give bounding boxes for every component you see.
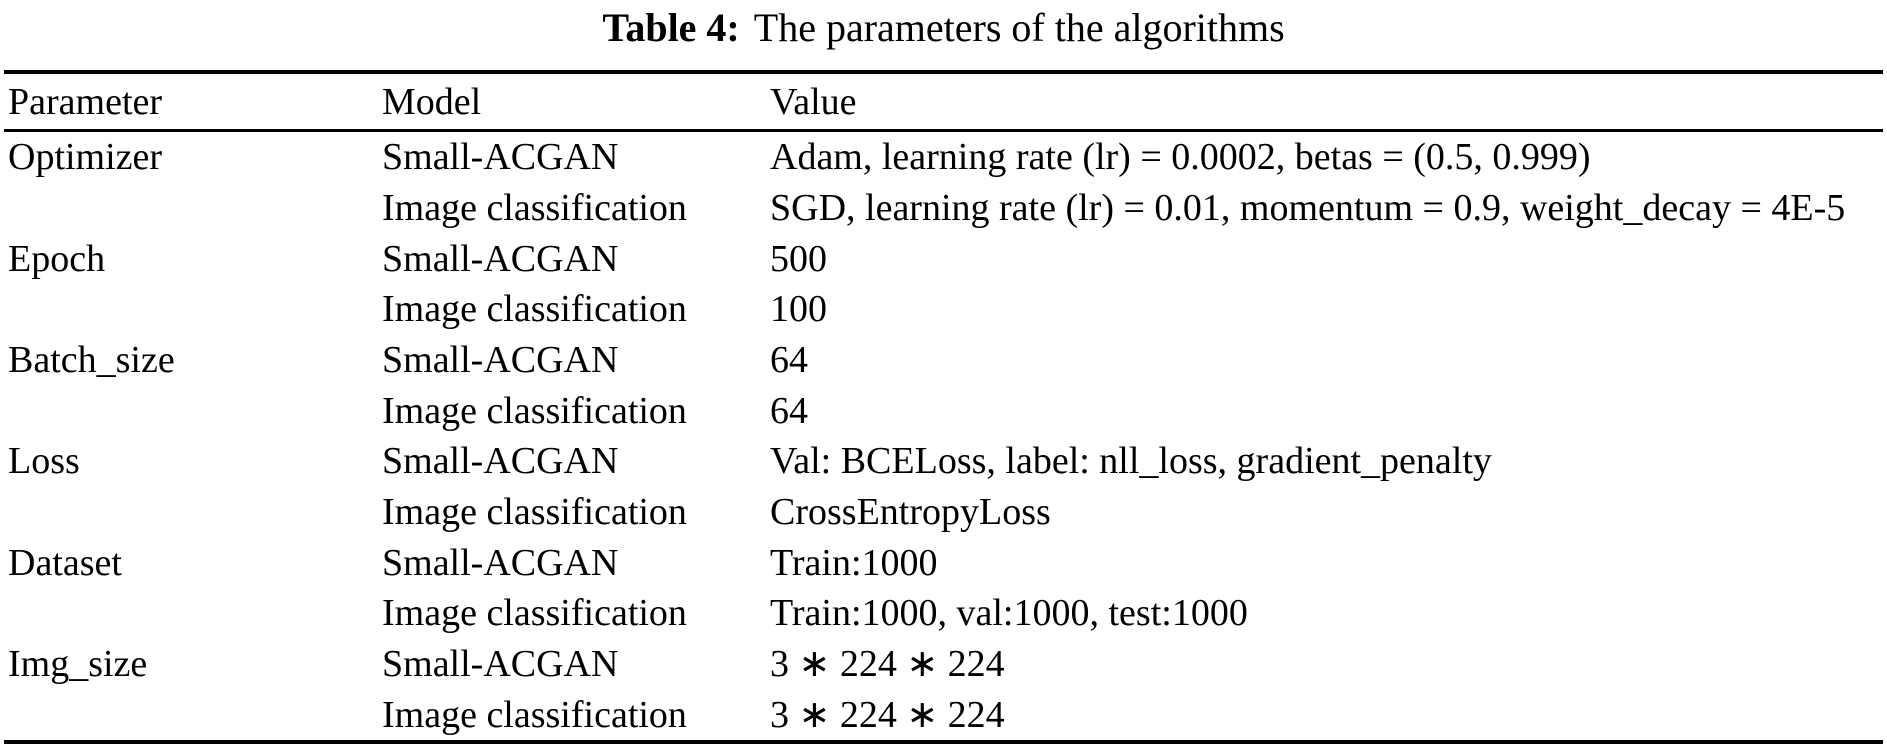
value-cell: 64 xyxy=(770,389,808,432)
model-cell: Small-ACGAN xyxy=(382,237,619,280)
table-caption-text: The parameters of the algorithms xyxy=(753,5,1285,50)
table-row: Image classification Train:1000, val:100… xyxy=(4,588,1883,639)
value-cell: Val: BCELoss, label: nll_loss, gradient_… xyxy=(770,440,1492,483)
value-cell: 3 ∗ 224 ∗ 224 xyxy=(770,693,1005,736)
value-cell: Train:1000 xyxy=(770,541,938,584)
table-row: Img_size Small-ACGAN 3 ∗ 224 ∗ 224 xyxy=(4,639,1883,690)
table-row: Image classification CrossEntropyLoss xyxy=(4,487,1883,538)
model-cell: Small-ACGAN xyxy=(382,339,619,382)
param-cell: Img_size xyxy=(8,643,148,686)
param-cell: Batch_size xyxy=(8,339,175,382)
model-cell: Image classification xyxy=(382,288,687,331)
table-row: Image classification 100 xyxy=(4,284,1883,335)
header-value: Value xyxy=(770,80,857,123)
header-model: Model xyxy=(382,80,482,123)
param-cell: Epoch xyxy=(8,237,106,280)
model-cell: Small-ACGAN xyxy=(382,643,619,686)
param-cell: Dataset xyxy=(8,541,122,584)
table-caption-label: Table 4: xyxy=(602,5,740,50)
table-row: Image classification 64 xyxy=(4,385,1883,436)
model-cell: Small-ACGAN xyxy=(382,541,619,584)
table-caption: Table 4: The parameters of the algorithms xyxy=(0,4,1887,52)
model-cell: Image classification xyxy=(382,693,687,736)
value-cell: SGD, learning rate (lr) = 0.01, momentum… xyxy=(770,187,1846,229)
table-row: Image classification 3 ∗ 224 ∗ 224 xyxy=(4,689,1883,740)
model-cell: Small-ACGAN xyxy=(382,136,619,179)
model-cell: Image classification xyxy=(382,389,687,432)
table-row: Image classification SGD, learning rate … xyxy=(4,183,1883,234)
value-cell: 100 xyxy=(770,288,827,331)
table-row: Batch_size Small-ACGAN 64 xyxy=(4,335,1883,386)
table-row: Optimizer Small-ACGAN Adam, learning rat… xyxy=(4,132,1883,183)
value-cell: Train:1000, val:1000, test:1000 xyxy=(770,592,1248,635)
param-cell: Loss xyxy=(8,440,80,483)
model-cell: Small-ACGAN xyxy=(382,440,619,483)
table-header-row: Parameter Model Value xyxy=(4,74,1883,132)
value-cell: 500 xyxy=(770,237,827,280)
table-row: Dataset Small-ACGAN Train:1000 xyxy=(4,537,1883,588)
table-row: Loss Small-ACGAN Val: BCELoss, label: nl… xyxy=(4,436,1883,487)
value-cell: 64 xyxy=(770,339,808,382)
value-cell: Adam, learning rate (lr) = 0.0002, betas… xyxy=(770,136,1591,179)
model-cell: Image classification xyxy=(382,491,687,534)
header-parameter: Parameter xyxy=(8,80,163,123)
value-cell: 3 ∗ 224 ∗ 224 xyxy=(770,643,1005,686)
param-cell: Optimizer xyxy=(8,136,163,179)
table-row: Epoch Small-ACGAN 500 xyxy=(4,233,1883,284)
model-cell: Image classification xyxy=(382,592,687,635)
parameters-table: Parameter Model Value Optimizer Small-AC… xyxy=(4,70,1883,744)
value-cell: CrossEntropyLoss xyxy=(770,491,1051,534)
model-cell: Image classification xyxy=(382,187,687,229)
